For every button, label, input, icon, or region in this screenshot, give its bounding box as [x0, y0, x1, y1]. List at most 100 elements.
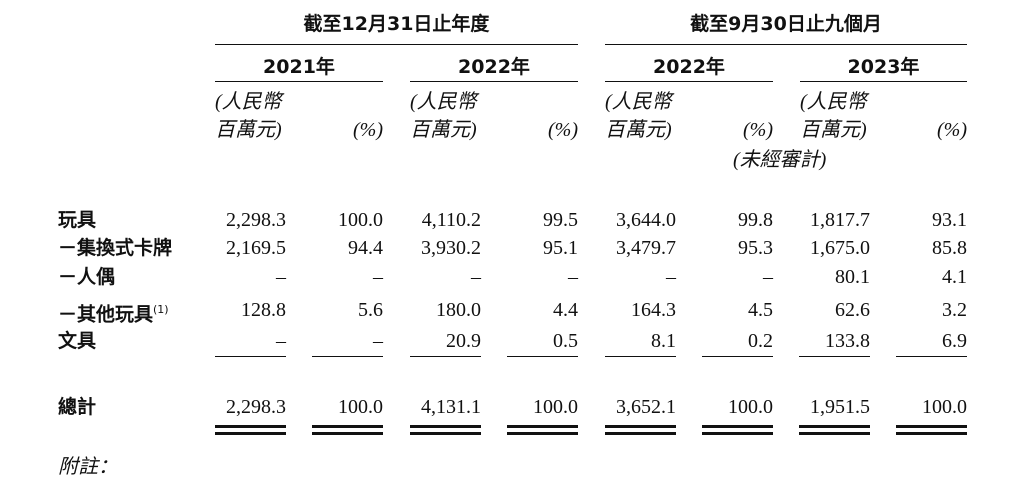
cell-value: 4.1 — [942, 266, 967, 288]
rule — [799, 432, 870, 435]
group-header: 截至9月30日止九個月 — [690, 13, 882, 35]
cell-value: 6.9 — [942, 330, 967, 352]
amount-unit: (人民幣 — [410, 91, 477, 113]
year-header: 2022年 — [458, 56, 530, 78]
amount-unit: 百萬元) — [410, 119, 477, 141]
row-label: －其他玩具(1) — [58, 303, 169, 326]
rule — [896, 432, 967, 435]
cell-value: 128.8 — [241, 299, 286, 321]
cell-value: 180.0 — [436, 299, 481, 321]
cell-value: – — [568, 266, 578, 288]
amount-unit: (人民幣 — [605, 91, 672, 113]
total-value: 2,298.3 — [226, 396, 286, 418]
rule — [702, 432, 773, 435]
rule — [799, 356, 870, 357]
total-value: 1,951.5 — [810, 396, 870, 418]
cell-value: 1,675.0 — [810, 237, 870, 259]
cell-value: 4.5 — [748, 299, 773, 321]
row-label: －人偶 — [58, 266, 116, 288]
cell-value: 2,298.3 — [226, 209, 286, 231]
cell-value: 8.1 — [651, 330, 676, 352]
rule — [896, 356, 967, 357]
cell-value: 133.8 — [825, 330, 870, 352]
rule — [312, 356, 383, 357]
percent-unit: (%) — [548, 119, 578, 141]
rule — [605, 425, 676, 428]
rule — [702, 425, 773, 428]
rule — [605, 81, 773, 82]
cell-value: – — [373, 266, 383, 288]
total-value: 100.0 — [728, 396, 773, 418]
rule — [410, 356, 481, 357]
cell-value: 62.6 — [835, 299, 870, 321]
footnote: 附註： — [58, 456, 118, 478]
percent-unit: (%) — [937, 119, 967, 141]
rule — [605, 44, 967, 45]
total-value: 100.0 — [338, 396, 383, 418]
cell-value: 5.6 — [358, 299, 383, 321]
row-label: 玩具 — [58, 209, 97, 231]
cell-value: 99.5 — [543, 209, 578, 231]
rule — [605, 356, 676, 357]
amount-unit: 百萬元) — [605, 119, 672, 141]
year-header: 2021年 — [263, 56, 335, 78]
cell-value: 0.5 — [553, 330, 578, 352]
cell-value: 1,817.7 — [810, 209, 870, 231]
cell-value: 85.8 — [932, 237, 967, 259]
cell-value: – — [276, 266, 286, 288]
rule — [507, 425, 578, 428]
cell-value: 99.8 — [738, 209, 773, 231]
amount-unit: (人民幣 — [215, 91, 282, 113]
cell-value: 80.1 — [835, 266, 870, 288]
row-label: －集換式卡牌 — [58, 237, 173, 259]
cell-value: 3.2 — [942, 299, 967, 321]
cell-value: 4,110.2 — [421, 209, 481, 231]
rule — [215, 425, 286, 428]
rule — [410, 81, 578, 82]
footnote-ref: (1) — [153, 303, 169, 316]
amount-unit: 百萬元) — [215, 119, 282, 141]
rule — [410, 432, 481, 435]
rule — [896, 425, 967, 428]
cell-value: 4.4 — [553, 299, 578, 321]
year-header: 2023年 — [847, 56, 920, 78]
cell-value: 0.2 — [748, 330, 773, 352]
rule — [507, 432, 578, 435]
percent-unit: (%) — [743, 119, 773, 141]
row-label: 文具 — [58, 330, 97, 352]
rule — [215, 432, 286, 435]
cell-value: – — [276, 330, 286, 352]
rule — [312, 432, 383, 435]
total-value: 100.0 — [922, 396, 967, 418]
cell-value: 2,169.5 — [226, 237, 286, 259]
cell-value: 3,930.2 — [421, 237, 481, 259]
cell-value: 100.0 — [338, 209, 383, 231]
cell-value: 95.1 — [543, 237, 578, 259]
total-value: 3,652.1 — [616, 396, 676, 418]
total-label: 總計 — [58, 396, 97, 418]
cell-value: – — [763, 266, 773, 288]
rule — [215, 44, 578, 45]
cell-value: – — [373, 330, 383, 352]
rule — [312, 425, 383, 428]
rule — [799, 425, 870, 428]
year-header: 2022年 — [653, 56, 725, 78]
cell-value: 95.3 — [738, 237, 773, 259]
rule — [410, 425, 481, 428]
total-value: 100.0 — [533, 396, 578, 418]
rule — [605, 432, 676, 435]
rule — [507, 356, 578, 357]
rule — [702, 356, 773, 357]
group-header: 截至12月31日止年度 — [303, 13, 490, 35]
rule — [215, 356, 286, 357]
amount-unit: (人民幣 — [800, 91, 867, 113]
cell-value: 94.4 — [348, 237, 383, 259]
cell-value: 93.1 — [932, 209, 967, 231]
cell-value: 164.3 — [631, 299, 676, 321]
cell-value: 20.9 — [446, 330, 481, 352]
unaudited-note: (未經審計) — [733, 149, 827, 171]
cell-value: 3,644.0 — [616, 209, 676, 231]
cell-value: – — [666, 266, 676, 288]
cell-value: 3,479.7 — [616, 237, 676, 259]
